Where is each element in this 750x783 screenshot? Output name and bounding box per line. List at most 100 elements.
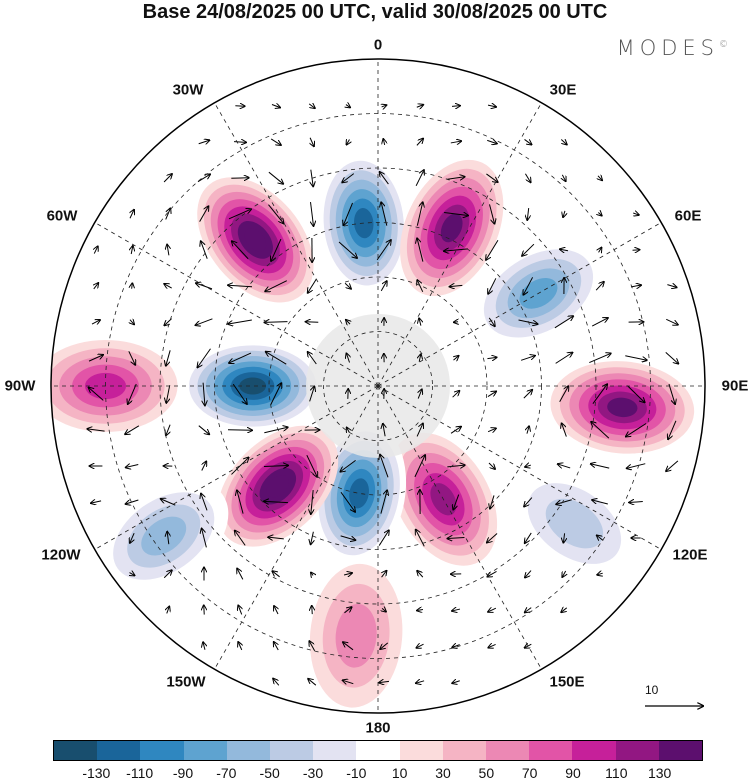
- logo-copyright-mark: ©: [719, 40, 728, 50]
- wind-vector: [560, 249, 569, 251]
- wind-vector: [416, 202, 422, 226]
- wind-vector: [264, 501, 289, 502]
- wind-vector: [376, 240, 391, 261]
- wind-vector: [130, 573, 135, 576]
- wind-vector: [524, 139, 532, 144]
- wind-vector: [266, 352, 287, 365]
- wind-vector: [486, 173, 497, 182]
- lon-label-90e: 90E: [721, 377, 749, 395]
- map-boundary: [50, 58, 706, 714]
- wind-vector: [597, 535, 604, 540]
- wind-vector: [417, 280, 424, 293]
- wind-vector: [201, 241, 208, 259]
- lon-label-180: 180: [365, 719, 391, 737]
- wind-vector: [273, 679, 280, 686]
- colorbar-swatch: [226, 741, 271, 760]
- wind-vector: [311, 169, 313, 187]
- wind-vector: [487, 391, 496, 397]
- anomaly-contour-band: [545, 498, 604, 549]
- wind-vector: [419, 354, 421, 362]
- meridian-line: [377, 102, 542, 387]
- colorbar-tick-label: 50: [478, 765, 495, 781]
- wind-vector: [232, 383, 247, 404]
- lon-label-120e: 120E: [672, 546, 708, 564]
- wind-vector: [311, 202, 314, 226]
- wind-vector: [667, 285, 676, 288]
- wind-vector: [202, 529, 207, 548]
- wind-vector: [237, 490, 244, 514]
- wind-vector: [414, 455, 425, 478]
- wind-vector: [346, 320, 350, 324]
- wind-vector: [450, 285, 463, 286]
- anomaly-contour-band: [335, 603, 377, 668]
- meridian-line: [377, 222, 662, 387]
- wind-vector: [268, 204, 283, 224]
- meridian-line: [377, 385, 542, 670]
- wind-vector: [554, 316, 573, 329]
- lon-label-120w: 120W: [41, 546, 81, 564]
- anomaly-ridge-aleutian: [309, 563, 403, 708]
- wind-vector: [309, 387, 315, 402]
- wind-vector: [625, 355, 646, 360]
- colorbar-swatch: [183, 741, 227, 760]
- wind-vector: [311, 490, 313, 514]
- wind-vector: [417, 609, 424, 610]
- wind-vector: [487, 570, 497, 576]
- wind-vector: [562, 570, 565, 577]
- colorbar-swatch: [442, 741, 487, 760]
- wind-vector-layer: [87, 104, 678, 686]
- wind-vector: [166, 424, 171, 436]
- wind-vector: [166, 385, 171, 403]
- wind-vector: [126, 499, 139, 504]
- wind-vector: [419, 318, 421, 326]
- wind-vector: [382, 608, 386, 611]
- wind-vector: [268, 171, 283, 184]
- wind-vector: [125, 425, 140, 434]
- wind-vector: [417, 571, 424, 578]
- wind-vector: [563, 210, 565, 217]
- wind-vector: [165, 209, 171, 220]
- wind-vector: [381, 202, 388, 226]
- wind-vector: [487, 533, 498, 542]
- wind-vector: [274, 606, 278, 615]
- polar-stereographic-map: [50, 58, 706, 714]
- wind-vector: [488, 317, 495, 326]
- logo-text: MODES: [616, 36, 719, 60]
- wind-vector: [447, 465, 464, 467]
- lon-label-30w: 30W: [172, 81, 204, 99]
- wind-vector: [343, 642, 354, 651]
- wind-vector: [235, 531, 246, 546]
- wind-vector: [270, 138, 281, 145]
- wind-vector: [203, 382, 205, 406]
- colorbar-swatch: [356, 741, 400, 760]
- wind-vector: [271, 238, 282, 261]
- wind-vector: [91, 320, 100, 324]
- wind-vector: [525, 465, 532, 467]
- wind-vector: [487, 357, 496, 358]
- colorbar-tick-label: 110: [605, 765, 628, 781]
- wind-vector: [447, 177, 464, 180]
- wind-vector: [264, 427, 287, 434]
- wind-vector: [91, 501, 102, 503]
- lon-label-30e: 30E: [549, 81, 577, 99]
- wind-vector: [167, 532, 169, 545]
- wind-vector: [228, 285, 253, 287]
- wind-vector: [591, 464, 610, 469]
- wind-vector: [452, 645, 460, 648]
- latitude-circle: [268, 276, 488, 496]
- colorbar-swatch: [658, 741, 703, 760]
- wind-vector: [164, 318, 172, 326]
- anomaly-contour-band: [607, 397, 638, 418]
- wind-vector: [382, 571, 387, 578]
- lon-label-90w: 90W: [4, 377, 36, 395]
- wind-vector: [416, 139, 423, 146]
- lon-label-60e: 60E: [674, 207, 702, 225]
- wind-vector: [167, 607, 170, 614]
- colorbar-tick-label: -30: [302, 765, 324, 781]
- wind-vector: [312, 606, 313, 615]
- wind-vector: [380, 455, 389, 478]
- wind-vector: [274, 642, 278, 651]
- wind-vector: [562, 174, 565, 181]
- wind-vector: [379, 681, 390, 682]
- wind-vector: [668, 420, 677, 439]
